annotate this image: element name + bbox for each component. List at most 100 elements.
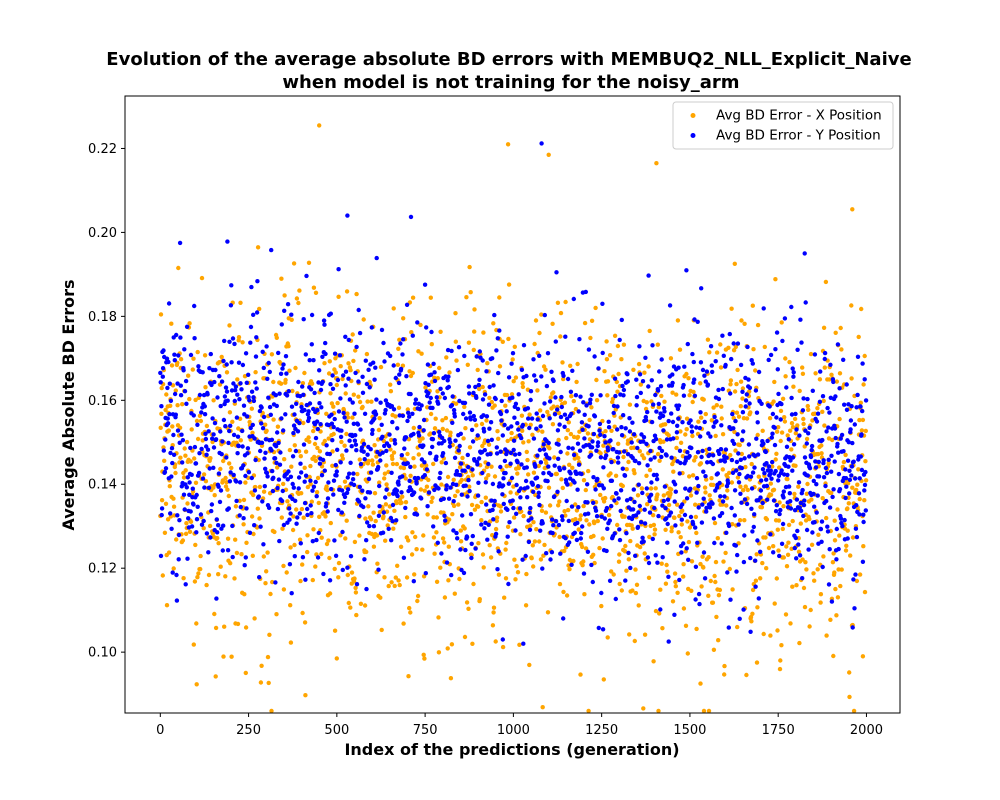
data-point-y-position xyxy=(576,505,581,510)
data-point-y-position xyxy=(248,324,254,330)
data-point-y-position xyxy=(829,599,835,604)
data-point-y-position xyxy=(812,352,818,357)
data-point-x-position xyxy=(288,640,294,645)
data-point-y-position xyxy=(259,440,265,445)
data-point-x-position xyxy=(442,540,447,545)
data-point-x-position xyxy=(312,441,318,447)
data-point-y-position xyxy=(838,436,843,441)
data-point-y-position xyxy=(747,385,753,390)
data-point-y-position xyxy=(484,369,489,374)
data-point-y-position xyxy=(275,485,280,491)
data-point-x-position xyxy=(732,261,737,266)
data-point-y-position xyxy=(742,533,747,538)
data-point-y-position xyxy=(232,341,237,347)
data-point-y-position xyxy=(379,327,385,333)
data-point-y-position xyxy=(612,376,618,381)
data-point-x-position xyxy=(438,329,443,334)
plot-frame xyxy=(124,95,901,714)
data-point-y-position xyxy=(580,427,585,432)
data-point-y-position xyxy=(621,413,626,418)
data-point-y-position xyxy=(199,522,205,527)
data-point-x-position xyxy=(382,575,387,580)
data-point-y-position xyxy=(311,406,316,412)
data-point-y-position xyxy=(841,357,846,362)
data-point-y-position xyxy=(844,382,849,387)
data-point-x-position xyxy=(633,590,639,596)
data-point-x-position xyxy=(392,583,397,589)
data-point-x-position xyxy=(621,342,627,347)
data-point-y-position xyxy=(469,427,475,433)
data-point-x-position xyxy=(634,582,640,587)
data-point-x-position xyxy=(480,443,485,449)
data-point-y-position xyxy=(476,480,481,485)
data-point-y-position xyxy=(349,444,354,449)
data-point-y-position xyxy=(659,357,664,362)
data-point-x-position xyxy=(296,300,301,306)
data-point-x-position xyxy=(250,430,255,435)
data-point-x-position xyxy=(290,527,296,533)
data-point-x-position xyxy=(850,207,855,212)
data-point-x-position xyxy=(816,532,821,537)
data-point-y-position xyxy=(240,444,245,449)
data-point-x-position xyxy=(379,627,384,633)
data-point-y-position xyxy=(230,554,235,560)
data-point-y-position xyxy=(232,398,237,404)
data-point-y-position xyxy=(260,349,265,354)
data-point-y-position xyxy=(422,473,427,478)
data-point-y-position xyxy=(249,475,254,481)
data-point-x-position xyxy=(571,398,576,404)
data-point-y-position xyxy=(768,468,773,473)
data-point-y-position xyxy=(539,374,544,379)
data-point-x-position xyxy=(612,424,617,429)
data-point-x-position xyxy=(574,379,579,385)
data-point-y-position xyxy=(707,446,712,452)
data-point-x-position xyxy=(823,279,829,285)
data-point-y-position xyxy=(692,393,698,398)
data-point-x-position xyxy=(605,635,610,640)
data-point-y-position xyxy=(414,481,419,486)
data-point-y-position xyxy=(684,268,689,273)
data-point-x-position xyxy=(430,495,435,500)
data-point-y-position xyxy=(351,482,357,488)
y-tick-label: 0.14 xyxy=(88,478,117,493)
data-point-y-position xyxy=(654,472,659,478)
data-point-x-position xyxy=(601,443,606,448)
data-point-y-position xyxy=(734,459,740,465)
data-point-y-position xyxy=(617,337,622,343)
data-point-x-position xyxy=(197,413,203,418)
data-point-x-position xyxy=(788,621,793,626)
data-point-y-position xyxy=(748,555,753,561)
data-point-y-position xyxy=(740,437,745,443)
data-point-x-position xyxy=(185,501,190,506)
data-point-y-position xyxy=(536,490,541,495)
data-point-x-position xyxy=(335,400,340,406)
data-point-x-position xyxy=(554,471,559,477)
data-point-x-position xyxy=(394,500,399,506)
data-point-y-position xyxy=(498,411,504,417)
data-point-y-position xyxy=(307,401,313,406)
data-point-x-position xyxy=(684,371,689,377)
data-point-x-position xyxy=(786,540,791,545)
data-point-y-position xyxy=(565,482,570,487)
data-point-y-position xyxy=(645,463,650,468)
data-point-x-position xyxy=(241,497,247,503)
data-point-x-position xyxy=(806,407,811,412)
data-point-y-position xyxy=(854,405,859,410)
data-point-x-position xyxy=(326,371,332,376)
data-point-x-position xyxy=(648,486,654,491)
data-point-y-position xyxy=(169,446,175,451)
data-point-y-position xyxy=(413,401,418,406)
data-point-y-position xyxy=(463,547,468,553)
data-point-y-position xyxy=(638,390,643,396)
data-point-x-position xyxy=(413,506,418,512)
data-point-y-position xyxy=(614,491,619,496)
data-point-y-position xyxy=(794,497,800,502)
data-point-x-position xyxy=(562,400,568,405)
data-point-y-position xyxy=(702,373,707,378)
data-point-x-position xyxy=(227,323,232,328)
data-point-y-position xyxy=(467,488,472,494)
data-point-x-position xyxy=(497,295,502,300)
data-point-x-position xyxy=(796,484,801,489)
data-point-x-position xyxy=(800,371,806,376)
data-point-y-position xyxy=(178,393,184,398)
